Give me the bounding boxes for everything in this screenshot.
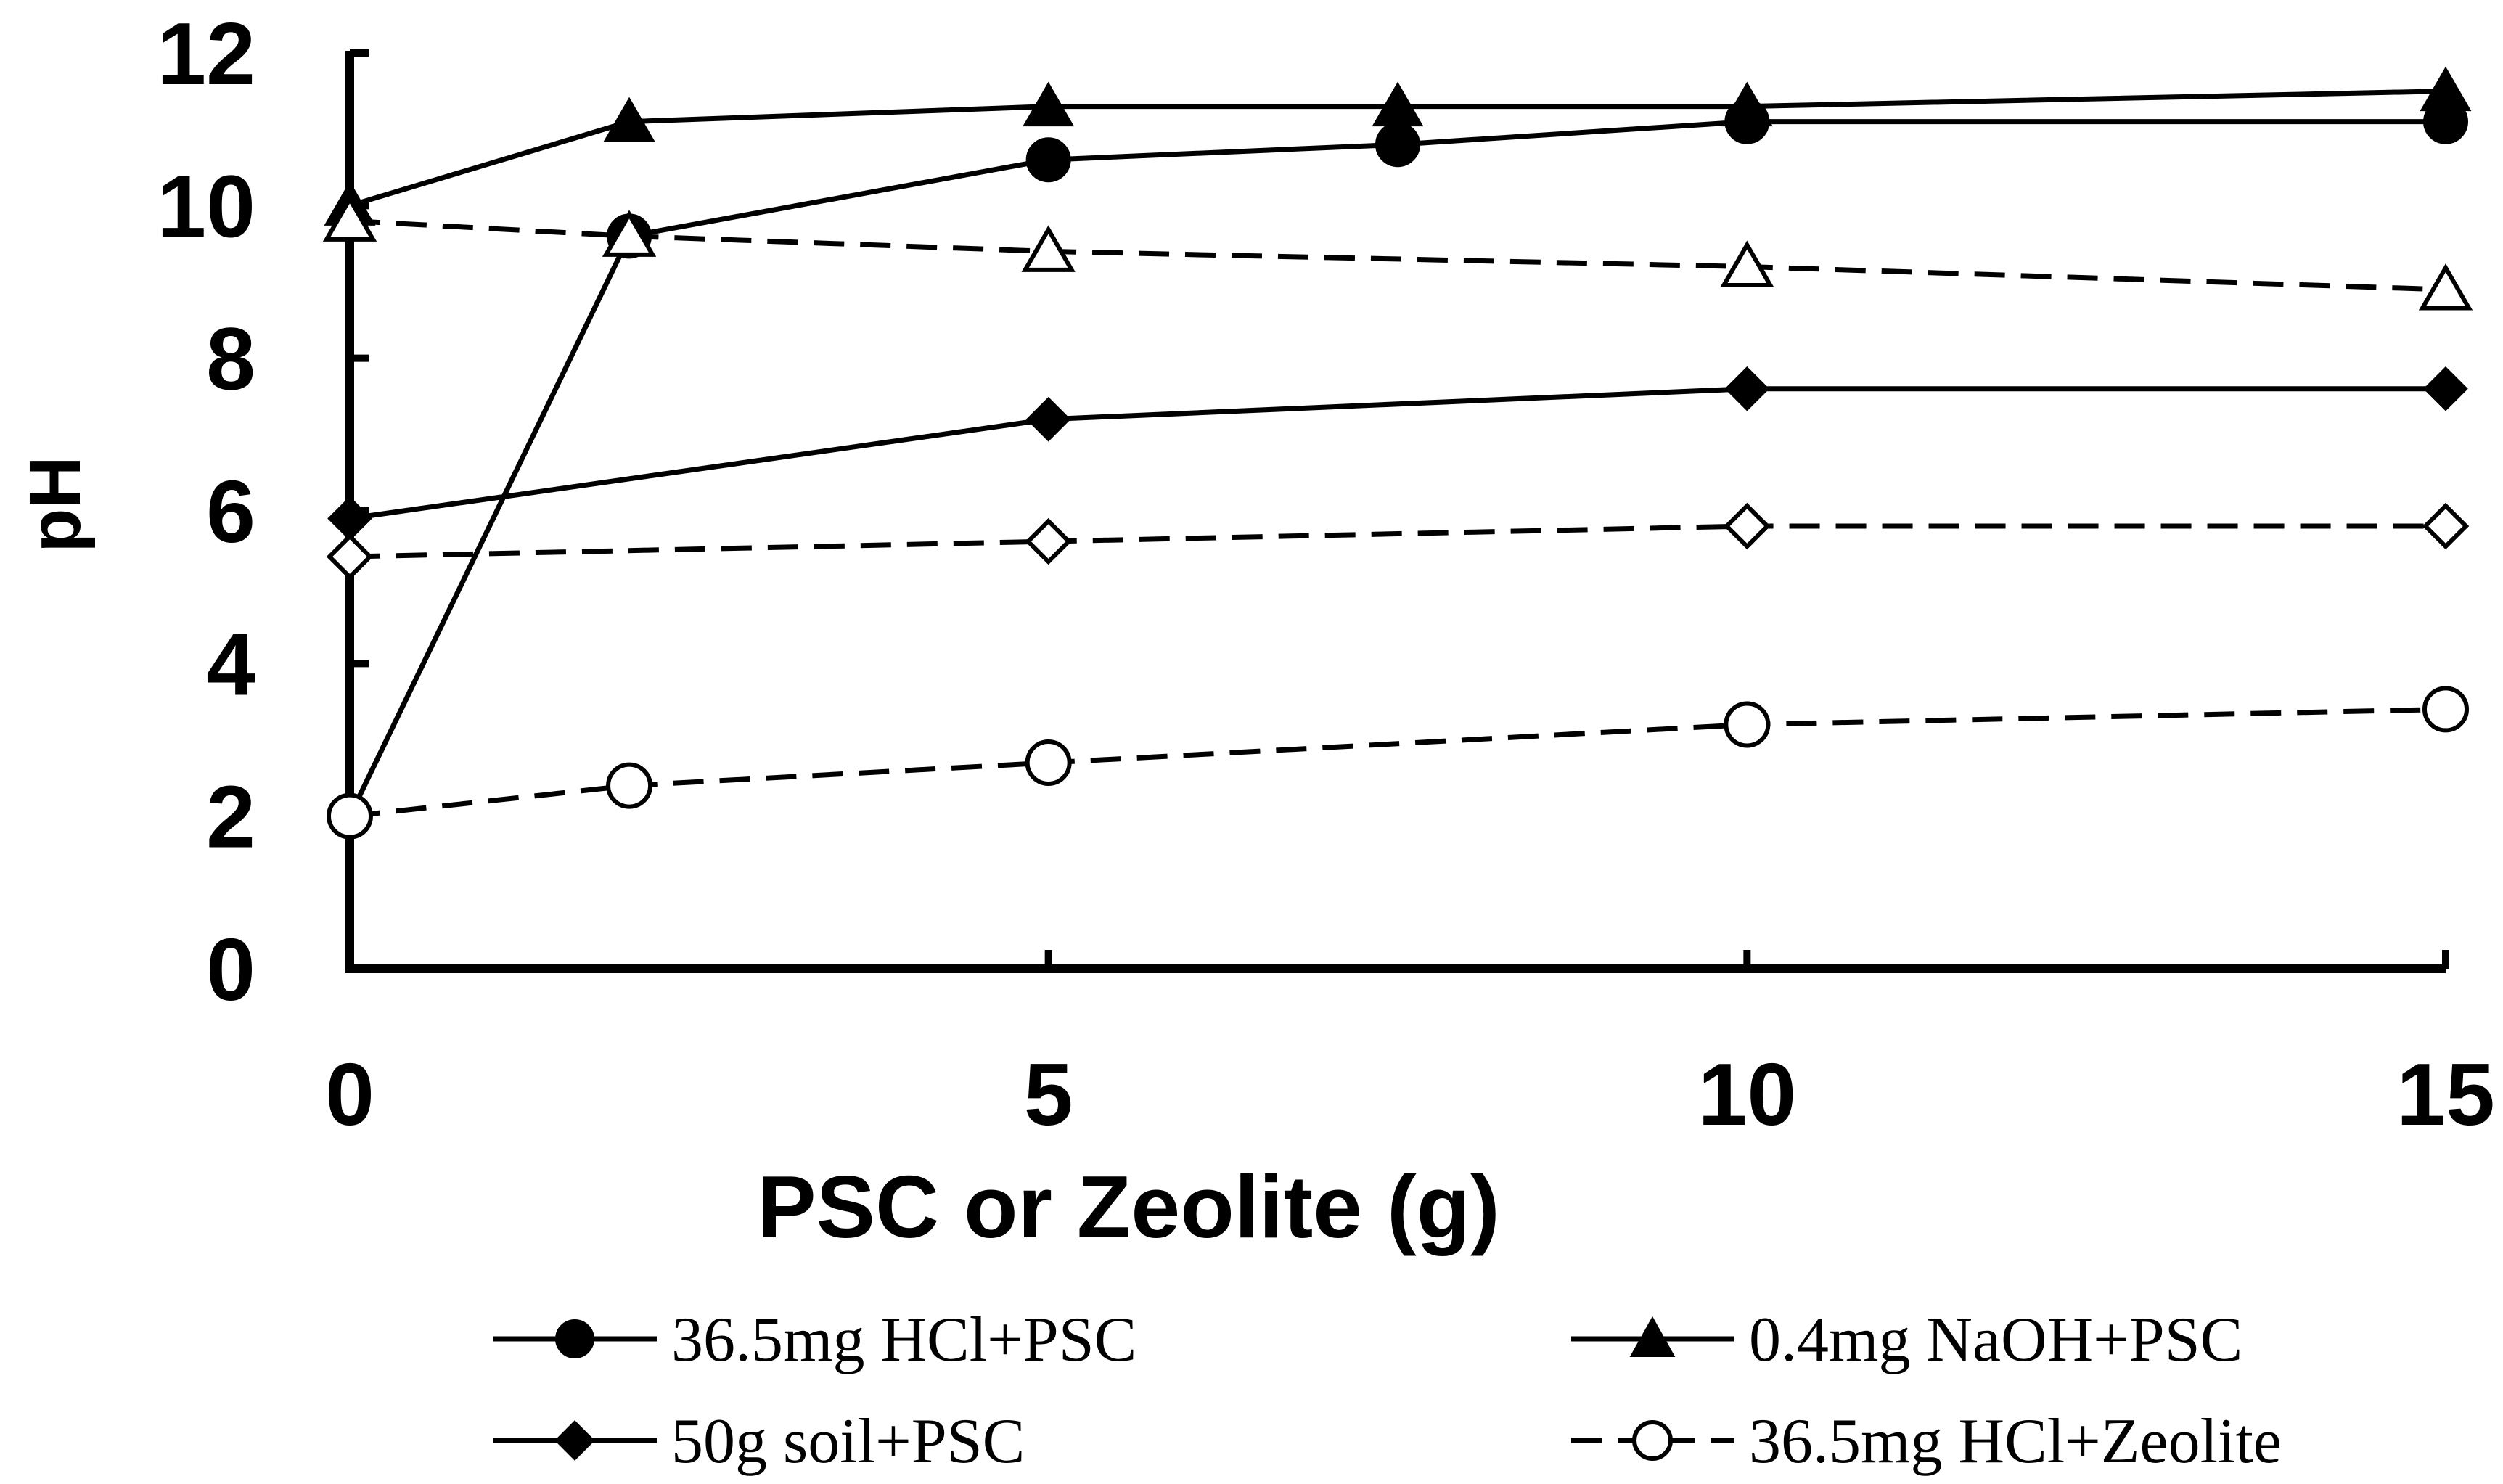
y-tick-label-0: 0 bbox=[206, 920, 255, 1019]
data-point-0-4mg-naoh-psc-4 bbox=[1721, 81, 1773, 127]
series-50g-soil-psc bbox=[327, 366, 2468, 541]
data-point-0-4mg-naoh-zeolite-3 bbox=[1720, 240, 1774, 287]
data-point-50g-soil-zeolite-2 bbox=[1724, 502, 1771, 550]
legend-item-36-5mg-hcl-zeolite: 36.5mg HCl+Zeolite bbox=[1571, 1406, 2282, 1477]
data-point-0-4mg-naoh-psc-3 bbox=[1372, 81, 1424, 127]
y-axis-title: pH bbox=[15, 456, 96, 552]
data-point-50g-soil-zeolite-0 bbox=[326, 533, 374, 581]
data-point-50g-soil-zeolite-3 bbox=[2422, 502, 2470, 550]
x-tick-label-15: 15 bbox=[2396, 1045, 2495, 1144]
legend-item-36-5mg-hcl-psc: 36.5mg HCl+PSC bbox=[493, 1305, 1136, 1375]
y-tick-label-6: 6 bbox=[206, 462, 255, 561]
legend-item-50g-soil-psc: 50g soil+PSC bbox=[493, 1406, 1025, 1477]
data-point-36-5mg-hcl-zeolite-3 bbox=[1724, 701, 1771, 748]
data-point-50g-soil-zeolite-1 bbox=[1025, 517, 1072, 565]
data-point-36-5mg-hcl-zeolite-2 bbox=[1025, 739, 1072, 787]
data-point-0-4mg-naoh-zeolite-2 bbox=[1021, 225, 1076, 272]
y-tick-label-2: 2 bbox=[206, 768, 255, 866]
x-axis-title: PSC or Zeolite (g) bbox=[757, 1157, 1499, 1256]
data-point-50g-soil-psc-1 bbox=[1025, 396, 1071, 442]
legend-label-50g-soil-psc: 50g soil+PSC bbox=[671, 1406, 1025, 1477]
x-tick-label-0: 0 bbox=[325, 1045, 374, 1144]
data-point-0-4mg-naoh-psc-1 bbox=[603, 97, 655, 142]
series-line-36-5mg-hcl-zeolite bbox=[349, 706, 2446, 819]
data-point-0-4mg-naoh-psc-5 bbox=[2420, 66, 2472, 112]
series-50g-soil-zeolite bbox=[326, 502, 2470, 581]
y-tick-label-8: 8 bbox=[206, 310, 255, 409]
data-point-36-5mg-hcl-zeolite-1 bbox=[606, 762, 653, 809]
data-point-36-5mg-hcl-zeolite-0 bbox=[327, 792, 373, 840]
series-line-50g-soil-psc bbox=[349, 386, 2446, 521]
data-point-36-5mg-hcl-psc-3 bbox=[1375, 122, 1420, 168]
legend-marker-0-4mg-naoh-psc bbox=[1629, 1316, 1676, 1357]
legend-marker-36-5mg-hcl-zeolite bbox=[1632, 1420, 1673, 1461]
data-point-36-5mg-hcl-psc-2 bbox=[1025, 137, 1071, 183]
legend: 36.5mg HCl+PSC 0.4mg NaOH+PSC 50g soil+PSC… bbox=[493, 1305, 2282, 1477]
data-point-50g-soil-psc-3 bbox=[2423, 366, 2468, 411]
series-line-0-4mg-naoh-psc bbox=[348, 89, 2446, 208]
series-line-36-5mg-hcl-psc bbox=[347, 119, 2446, 818]
x-tick-label-5: 5 bbox=[1024, 1045, 1073, 1144]
series-line-50g-soil-zeolite bbox=[349, 523, 2446, 559]
legend-label-36-5mg-hcl-psc: 36.5mg HCl+PSC bbox=[671, 1305, 1136, 1375]
data-point-0-4mg-naoh-zeolite-1 bbox=[602, 210, 657, 257]
data-point-50g-soil-psc-0 bbox=[327, 496, 372, 541]
data-point-0-4mg-naoh-zeolite-0 bbox=[322, 194, 377, 242]
legend-item-0-4mg-naoh-psc: 0.4mg NaOH+PSC bbox=[1571, 1305, 2242, 1375]
legend-marker-36-5mg-hcl-psc bbox=[555, 1319, 594, 1358]
data-point-0-4mg-naoh-zeolite-4 bbox=[2418, 263, 2473, 311]
legend-label-0-4mg-naoh-psc: 0.4mg NaOH+PSC bbox=[1749, 1305, 2242, 1375]
data-point-50g-soil-psc-2 bbox=[1724, 366, 1770, 411]
legend-marker-50g-soil-psc bbox=[554, 1420, 595, 1461]
series-36-5mg-hcl-zeolite bbox=[327, 686, 2469, 840]
y-tick-label-10: 10 bbox=[157, 157, 255, 255]
series-36-5mg-hcl-psc bbox=[327, 99, 2468, 839]
y-tick-label-4: 4 bbox=[206, 615, 255, 713]
y-tick-label-12: 12 bbox=[157, 4, 255, 103]
legend-label-36-5mg-hcl-zeolite: 36.5mg HCl+Zeolite bbox=[1749, 1406, 2282, 1477]
data-point-0-4mg-naoh-psc-2 bbox=[1023, 81, 1075, 127]
x-tick-label-10: 10 bbox=[1697, 1045, 1796, 1144]
series-0-4mg-naoh-zeolite bbox=[322, 194, 2473, 311]
data-point-36-5mg-hcl-zeolite-4 bbox=[2422, 686, 2469, 733]
